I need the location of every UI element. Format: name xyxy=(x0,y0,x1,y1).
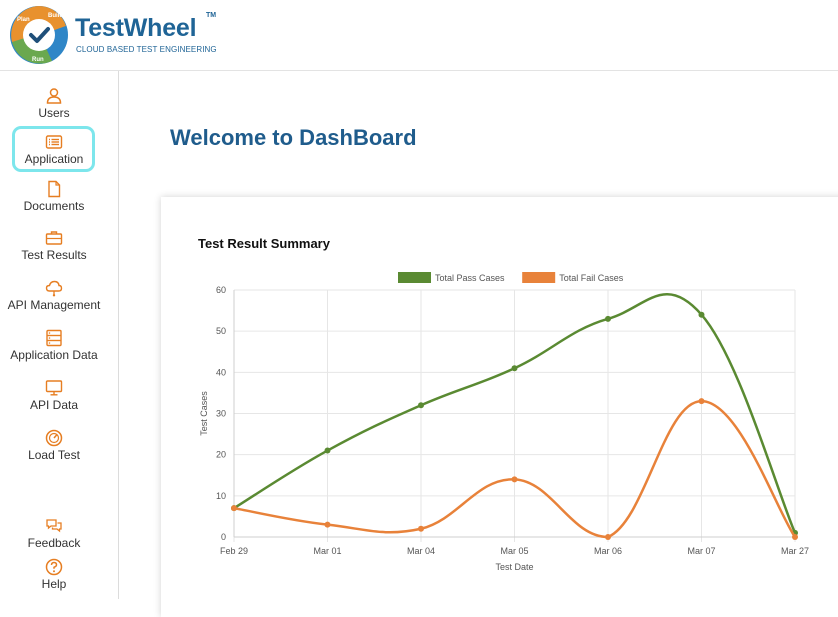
card-title: Test Result Summary xyxy=(198,236,330,251)
sidebar-item-help[interactable]: Help xyxy=(0,558,108,591)
monitor-icon xyxy=(45,380,63,396)
sidebar-item-application[interactable]: Application xyxy=(0,133,108,166)
sidebar-item-label: Application xyxy=(24,152,84,166)
legend-label: Total Fail Cases xyxy=(559,273,624,283)
legend-swatch xyxy=(398,272,431,283)
y-tick-label: 40 xyxy=(216,367,226,377)
x-axis-title: Test Date xyxy=(495,562,533,572)
sidebar-item-feedback[interactable]: Feedback xyxy=(0,517,108,550)
brand-name: TestWheel xyxy=(75,14,197,42)
test-result-line-chart: 0 10 20 30 40 50 60 Feb 29 Mar 01 Mar 04 Mar 05 Mar… xyxy=(199,272,809,572)
y-tick-label: 0 xyxy=(221,532,226,542)
help-icon xyxy=(45,558,63,576)
data-point xyxy=(231,505,237,512)
top-bar: Plan Build Run TestWheel TM CLOUD BASED … xyxy=(0,0,838,71)
sidebar-item-label: Feedback xyxy=(27,536,81,550)
y-axis-title: Test Cases xyxy=(199,391,209,436)
data-point xyxy=(511,365,518,372)
summary-card xyxy=(161,197,838,617)
data-point xyxy=(324,521,331,528)
sidebar-item-label: API Management xyxy=(7,298,101,312)
data-point xyxy=(324,447,331,454)
sidebar-item-application-data[interactable]: Application Data xyxy=(0,329,108,362)
briefcase-icon xyxy=(45,231,63,245)
page-title: Welcome to DashBoard xyxy=(170,125,417,150)
sidebar-item-documents[interactable]: Documents xyxy=(0,180,108,213)
data-point xyxy=(605,315,611,322)
sidebar-item-api-management[interactable]: API Management xyxy=(0,279,108,312)
sidebar-item-label: Documents xyxy=(23,199,85,213)
logo-word-build: Build xyxy=(48,13,63,19)
cloud-icon xyxy=(45,280,63,297)
sidebar-item-label: Users xyxy=(38,106,70,120)
sidebar-item-label: API Data xyxy=(29,398,79,412)
x-tick-label: Mar 01 xyxy=(313,546,341,556)
data-point xyxy=(792,534,798,540)
legend-label: Total Pass Cases xyxy=(435,273,505,283)
y-tick-label: 10 xyxy=(216,491,226,501)
active-nav-highlight xyxy=(12,126,95,172)
x-tick-label: Mar 06 xyxy=(594,546,622,556)
data-point xyxy=(698,398,705,405)
brand-trademark: TM xyxy=(206,12,217,19)
data-point xyxy=(418,402,424,409)
series-line xyxy=(233,399,797,539)
user-icon xyxy=(46,88,62,104)
x-tick-label: Mar 27 xyxy=(781,546,809,556)
sidebar-item-label: Application Data xyxy=(10,348,98,362)
x-tick-label: Feb 29 xyxy=(220,546,248,556)
sidebar-item-label: Load Test xyxy=(28,448,80,462)
legend-swatch xyxy=(522,272,556,283)
x-tick-label: Mar 05 xyxy=(500,546,528,556)
logo-word-run: Run xyxy=(32,57,44,63)
chat-icon xyxy=(46,519,62,533)
gauge-icon xyxy=(45,429,63,447)
y-tick-label: 20 xyxy=(216,450,226,460)
sidebar-item-load-test[interactable]: Load Test xyxy=(0,429,108,462)
brand-tagline: CLOUD BASED TEST ENGINEERING xyxy=(76,45,217,54)
y-tick-label: 50 xyxy=(216,326,226,336)
data-point xyxy=(605,534,611,540)
y-tick-label: 30 xyxy=(216,409,226,419)
x-tick-label: Mar 04 xyxy=(407,546,435,556)
sidebar-item-label: Test Results xyxy=(21,248,87,262)
sidebar-item-label: Help xyxy=(41,577,67,591)
sidebar-item-api-data[interactable]: API Data xyxy=(0,379,108,412)
logo-word-plan: Plan xyxy=(17,17,30,23)
sidebar-nav: Users Application Documents Test Results… xyxy=(0,71,119,599)
list-icon xyxy=(45,135,63,149)
x-tick-label: Mar 07 xyxy=(687,546,715,556)
document-icon xyxy=(48,180,61,198)
data-point xyxy=(511,476,518,483)
data-point xyxy=(698,311,705,318)
sidebar-item-test-results[interactable]: Test Results xyxy=(0,229,108,262)
sidebar-item-users[interactable]: Users xyxy=(0,87,108,120)
y-tick-label: 60 xyxy=(216,285,226,295)
database-icon xyxy=(46,329,62,347)
data-point xyxy=(418,525,424,532)
testwheel-logo-icon[interactable]: Plan Build Run xyxy=(8,4,70,66)
